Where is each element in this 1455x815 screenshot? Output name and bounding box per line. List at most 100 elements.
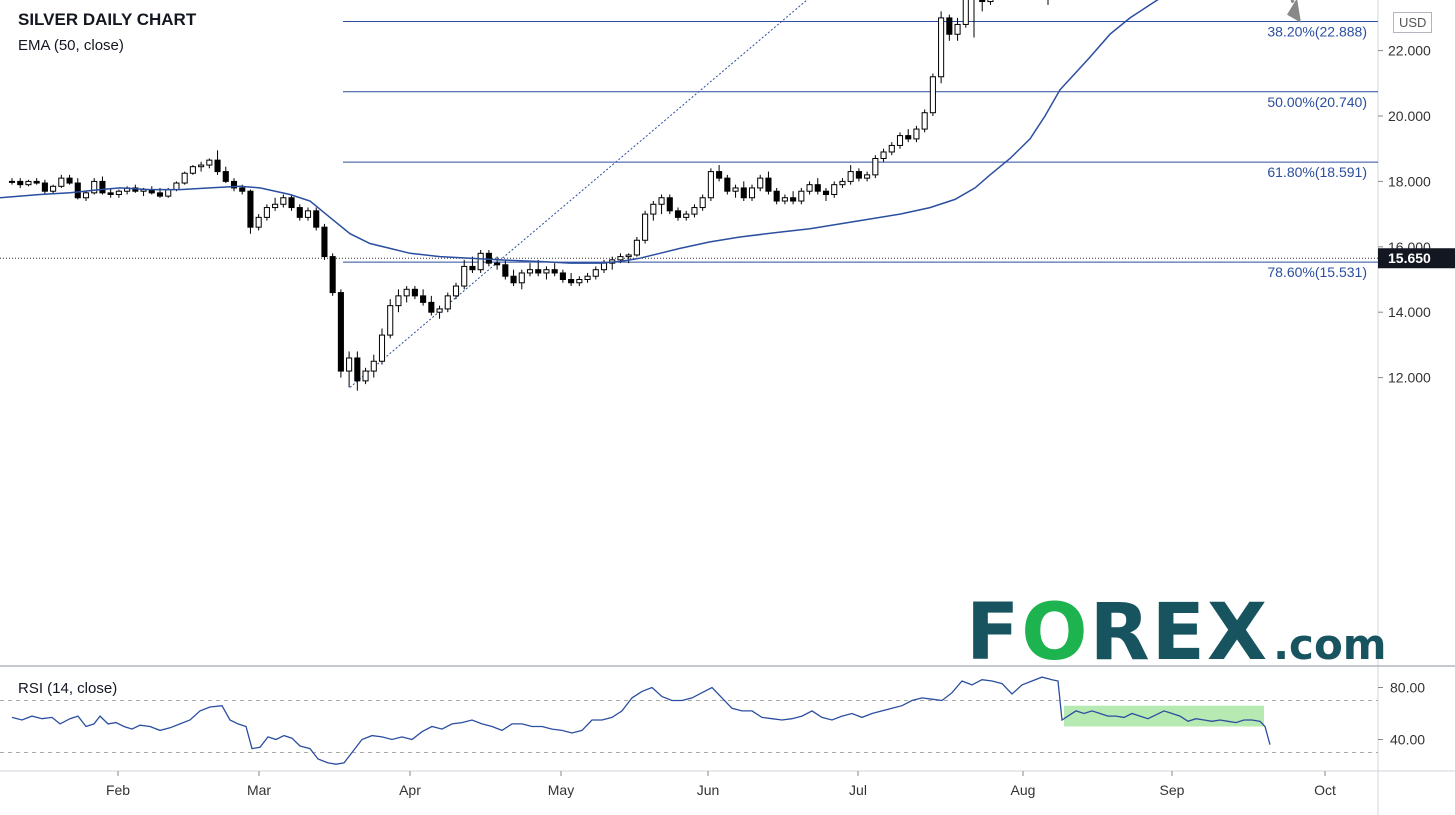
candle-body	[66, 177, 73, 184]
candle	[724, 174, 731, 195]
fib-level-label: 50.00%(20.740)	[1267, 94, 1367, 110]
candle-body	[633, 239, 640, 256]
candle-body	[321, 226, 328, 258]
candle	[847, 165, 854, 185]
candle-body	[568, 279, 575, 284]
candle	[222, 166, 229, 184]
reference-price-label: 15.650	[1388, 250, 1431, 266]
candle-body	[239, 187, 246, 192]
candle-body	[691, 207, 698, 215]
candle-body	[99, 180, 106, 194]
candle-body	[896, 135, 904, 146]
candle-body	[790, 197, 797, 202]
candle-body	[954, 23, 961, 35]
candle-body	[115, 190, 122, 195]
candle-body	[584, 275, 591, 281]
reference-price-tag	[1378, 248, 1455, 269]
candle-body	[864, 174, 871, 179]
candle-body	[929, 76, 936, 114]
candle-body	[855, 171, 862, 179]
candle	[66, 174, 73, 185]
candle-body	[905, 135, 912, 140]
candle	[822, 187, 830, 202]
candle-body	[82, 192, 90, 199]
forex-logo: FOREX.com	[966, 588, 1387, 678]
candle-body	[822, 190, 830, 195]
ema-indicator-label: EMA (50, close)	[18, 37, 124, 54]
candle-body	[962, 0, 969, 25]
candle	[584, 272, 591, 283]
candle-body	[526, 269, 534, 274]
candle	[518, 269, 525, 290]
logo-post: REX	[1089, 588, 1270, 678]
candle-body	[773, 190, 780, 202]
candle-body	[296, 207, 303, 218]
candle	[107, 187, 114, 198]
price-tick-label: 22.000	[1388, 43, 1431, 59]
candle-body	[198, 164, 205, 168]
candle	[91, 178, 98, 195]
candle-body	[354, 357, 361, 382]
candle	[880, 148, 887, 162]
candle	[625, 253, 632, 264]
candle-body	[461, 265, 468, 287]
candle-body	[839, 180, 846, 186]
candle-body	[444, 295, 451, 310]
fib-level-label: 61.80%(18.591)	[1267, 164, 1367, 180]
rsi-indicator-label: RSI (14, close)	[18, 680, 118, 697]
candle	[41, 179, 48, 195]
rsi-line	[11, 676, 1271, 765]
time-tick-label: Sep	[1160, 782, 1185, 798]
candle-body	[494, 262, 501, 266]
candle-body	[387, 305, 394, 336]
candle-body	[707, 171, 714, 199]
candle-body	[781, 197, 788, 202]
candle-body	[362, 370, 369, 382]
candle-body	[987, 0, 994, 3]
candle	[477, 250, 484, 273]
candle	[798, 187, 805, 205]
rsi-highlight-box	[1064, 705, 1264, 727]
projection-arrow-line	[1290, 0, 1298, 9]
candle-body	[329, 256, 336, 294]
candle-body	[880, 151, 887, 160]
candle-body	[724, 177, 731, 192]
candle-body	[395, 295, 402, 307]
candle	[25, 179, 32, 187]
candle	[230, 178, 238, 192]
candle	[189, 165, 196, 175]
candle-body	[288, 197, 295, 209]
candle-body	[502, 264, 509, 277]
candle	[444, 292, 451, 313]
candle-body	[979, 0, 986, 3]
candle-body	[683, 213, 690, 218]
time-tick-label: Mar	[247, 782, 271, 798]
candle	[272, 197, 279, 211]
currency-badge[interactable]: USD	[1393, 12, 1433, 33]
candle	[748, 184, 756, 202]
candle	[864, 171, 871, 182]
candle-body	[263, 207, 270, 218]
time-tick-label: Apr	[399, 782, 421, 798]
candle-body	[938, 17, 945, 78]
candle	[304, 207, 312, 221]
candle-body	[798, 190, 805, 202]
candle-body	[559, 272, 566, 280]
candle	[8, 178, 16, 185]
candle-body	[518, 272, 525, 284]
candle-body	[91, 180, 98, 194]
candle-body	[674, 210, 682, 218]
candle	[58, 174, 65, 188]
candle-body	[625, 254, 632, 258]
logo-o: O	[1021, 588, 1090, 678]
price-tick-label: 12.000	[1388, 370, 1431, 386]
candle	[329, 253, 336, 296]
candle-body	[872, 158, 879, 176]
price-tick-label: 18.000	[1388, 173, 1431, 189]
candle-body	[716, 171, 723, 179]
candle-body	[477, 252, 484, 271]
price-tick-label: 20.000	[1388, 108, 1431, 124]
candle-body	[255, 216, 262, 228]
candle-body	[913, 128, 920, 140]
